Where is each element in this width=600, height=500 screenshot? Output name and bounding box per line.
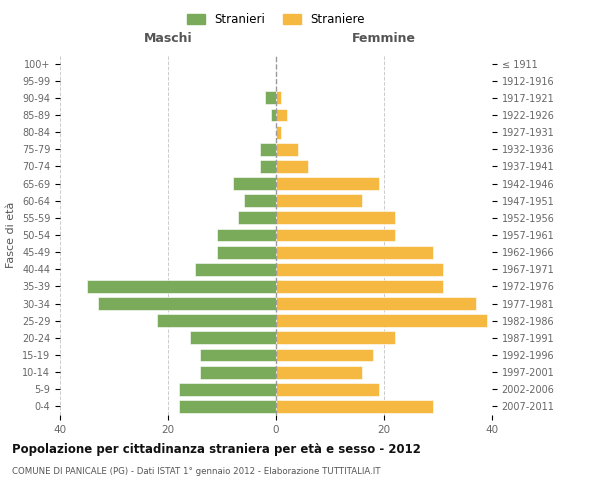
Bar	[276, 297, 476, 310]
Text: COMUNE DI PANICALE (PG) - Dati ISTAT 1° gennaio 2012 - Elaborazione TUTTITALIA.I: COMUNE DI PANICALE (PG) - Dati ISTAT 1° …	[12, 468, 380, 476]
Bar	[87, 280, 276, 293]
Bar	[200, 366, 276, 378]
Bar	[276, 177, 379, 190]
Legend: Stranieri, Straniere: Stranieri, Straniere	[182, 8, 370, 31]
Bar	[276, 126, 281, 138]
Bar	[276, 314, 487, 327]
Bar	[276, 332, 395, 344]
Bar	[271, 108, 276, 122]
Bar	[265, 92, 276, 104]
Bar	[276, 246, 433, 258]
Bar	[276, 263, 443, 276]
Bar	[260, 160, 276, 173]
Bar	[276, 160, 308, 173]
Bar	[233, 177, 276, 190]
Bar	[157, 314, 276, 327]
Bar	[276, 194, 362, 207]
Bar	[276, 92, 281, 104]
Bar	[190, 332, 276, 344]
Bar	[244, 194, 276, 207]
Bar	[238, 212, 276, 224]
Bar	[217, 228, 276, 241]
Bar	[276, 108, 287, 122]
Bar	[276, 348, 373, 362]
Text: Popolazione per cittadinanza straniera per età e sesso - 2012: Popolazione per cittadinanza straniera p…	[12, 442, 421, 456]
Bar	[217, 246, 276, 258]
Bar	[276, 143, 298, 156]
Bar	[195, 263, 276, 276]
Bar	[179, 400, 276, 413]
Bar	[276, 400, 433, 413]
Text: Femmine: Femmine	[352, 32, 416, 44]
Bar	[179, 383, 276, 396]
Bar	[276, 383, 379, 396]
Bar	[200, 348, 276, 362]
Y-axis label: Fasce di età: Fasce di età	[7, 202, 16, 268]
Bar	[276, 280, 443, 293]
Bar	[98, 297, 276, 310]
Bar	[260, 143, 276, 156]
Bar	[276, 228, 395, 241]
Bar	[276, 366, 362, 378]
Bar	[276, 212, 395, 224]
Text: Maschi: Maschi	[143, 32, 193, 44]
